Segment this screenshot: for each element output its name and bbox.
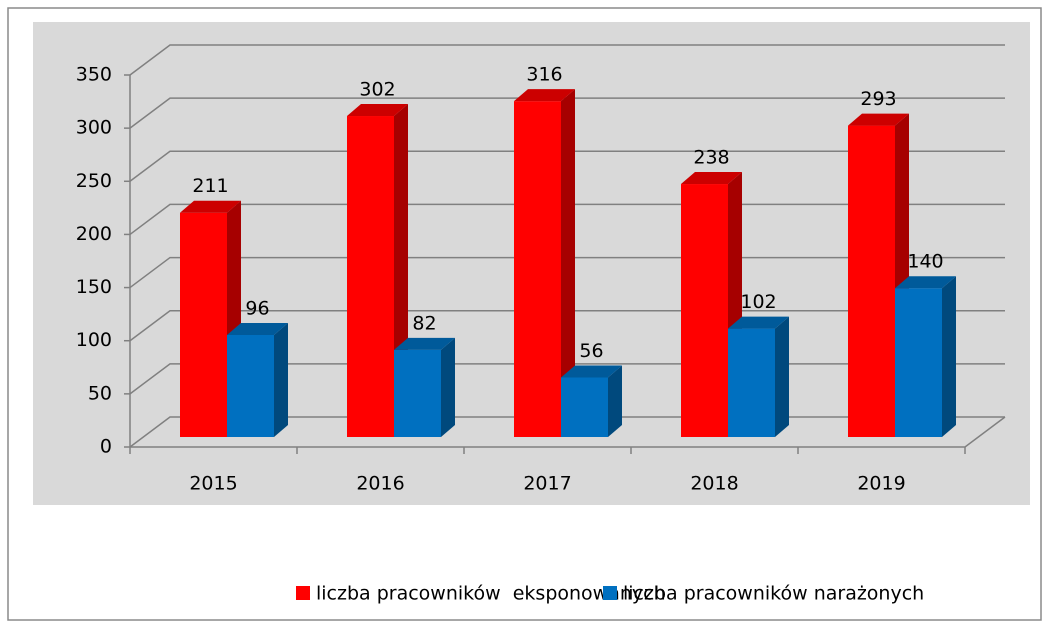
bar-side — [561, 89, 575, 437]
bar-front — [895, 288, 942, 437]
value-label: 102 — [740, 291, 776, 313]
bar-top — [394, 337, 455, 350]
value-label: 211 — [192, 175, 228, 197]
bar — [394, 337, 455, 437]
legend-swatch — [603, 586, 617, 600]
bar-top — [681, 172, 742, 185]
value-label: 293 — [860, 88, 896, 110]
x-tick-label: 2018 — [690, 473, 738, 495]
bar-top — [180, 200, 241, 213]
bar-front — [394, 349, 441, 437]
value-label: 316 — [526, 64, 562, 86]
bar — [514, 89, 575, 437]
bar-front — [227, 334, 274, 437]
bar-top — [728, 316, 789, 329]
bar-side — [608, 365, 622, 437]
y-tick-label: 350 — [76, 64, 112, 86]
bar-top — [561, 365, 622, 378]
bar-side — [441, 337, 455, 437]
y-tick-label: 0 — [100, 436, 112, 458]
bar — [728, 316, 789, 437]
grid-line — [129, 44, 1005, 76]
bar-front — [180, 212, 227, 437]
y-tick-label: 250 — [76, 170, 112, 192]
bar-front — [681, 184, 728, 437]
y-tick-label: 150 — [76, 276, 112, 298]
y-tick-label: 100 — [76, 329, 112, 351]
bar-top — [514, 89, 575, 102]
legend-label: liczba pracowników narażonych — [623, 583, 924, 605]
bar-top — [347, 104, 408, 117]
grid-line — [129, 97, 1005, 129]
x-tick-label: 2015 — [189, 473, 237, 495]
bar-side — [942, 276, 956, 437]
bar — [227, 322, 288, 437]
value-label: 302 — [359, 79, 395, 101]
y-tick-label: 50 — [88, 382, 112, 404]
legend-swatch — [296, 586, 310, 600]
value-label: 56 — [579, 340, 603, 362]
bar-front — [347, 116, 394, 437]
legend-label: liczba pracowników eksponowanych — [316, 583, 666, 605]
grid-line — [129, 150, 1005, 182]
value-label: 96 — [245, 297, 269, 319]
bar — [561, 365, 622, 437]
value-label: 238 — [693, 147, 729, 169]
x-tick-label: 2019 — [857, 473, 905, 495]
value-label: 140 — [907, 251, 943, 273]
value-label: 82 — [412, 312, 436, 334]
x-tick-label: 2016 — [356, 473, 404, 495]
bar — [848, 113, 909, 437]
bar-side — [775, 316, 789, 437]
bar-top — [227, 322, 288, 335]
bar-front — [561, 377, 608, 437]
bar — [347, 104, 408, 437]
y-tick-label: 300 — [76, 117, 112, 139]
bar — [180, 200, 241, 437]
bar-front — [728, 328, 775, 437]
bar-side — [274, 322, 288, 437]
x-tick-label: 2017 — [523, 473, 571, 495]
bar-front — [514, 101, 561, 437]
bar-top — [848, 113, 909, 126]
y-tick-label: 200 — [76, 223, 112, 245]
bar — [895, 276, 956, 437]
bar-front — [848, 125, 895, 437]
bar-top — [895, 276, 956, 289]
